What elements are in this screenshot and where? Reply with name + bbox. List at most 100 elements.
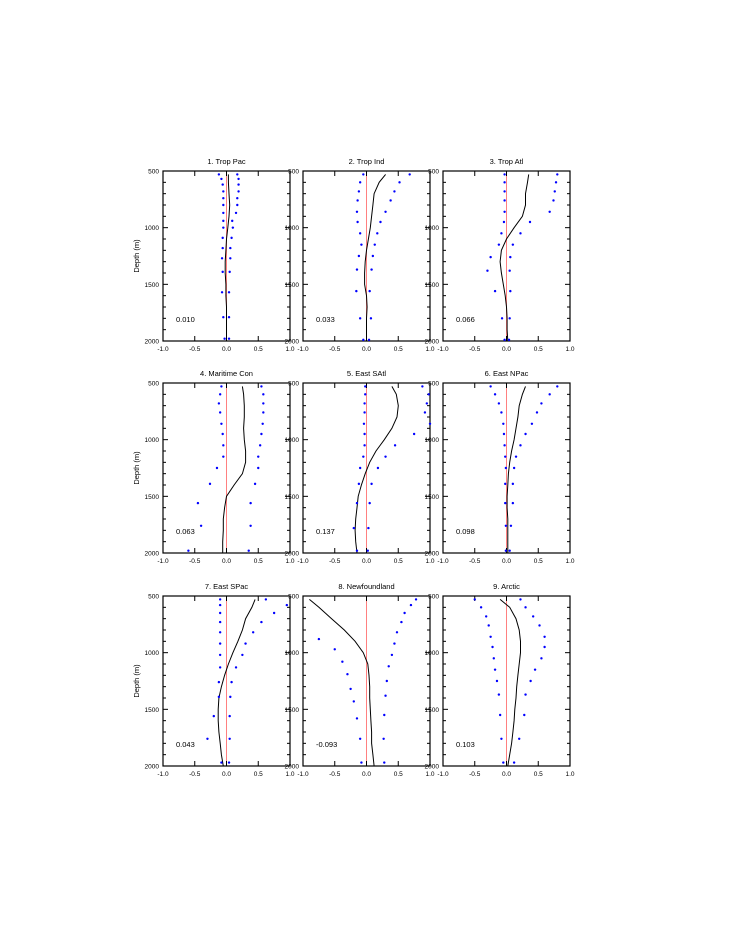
panel-annotation: 0.063: [176, 527, 195, 536]
upper-bound-point: [423, 411, 427, 414]
upper-bound-point: [379, 220, 382, 224]
upper-bound-point: [384, 455, 387, 458]
x-tick-label: -0.5: [189, 346, 201, 353]
lower-bound-point: [220, 422, 223, 425]
lower-bound-point: [355, 210, 359, 213]
upper-bound-point: [393, 190, 396, 193]
panel-title: 4. Maritime Con: [200, 369, 253, 378]
x-tick-label: -0.5: [329, 346, 341, 353]
x-tick-label: 0.5: [394, 558, 403, 565]
upper-bound-point: [556, 385, 559, 388]
lower-bound-point: [218, 411, 222, 414]
upper-bound-point: [425, 402, 429, 405]
x-tick-label: 0.0: [222, 558, 231, 565]
upper-bound-point: [227, 316, 231, 319]
panel-annotation: 0.033: [316, 315, 335, 324]
upper-bound-point: [376, 466, 380, 470]
upper-bound-point: [421, 385, 424, 388]
mean-profile-line: [222, 386, 247, 553]
upper-bound-point: [251, 631, 255, 634]
lower-bound-point: [218, 653, 222, 657]
x-tick-label: 0.5: [534, 558, 543, 565]
panel-annotation: 0.137: [316, 527, 335, 536]
upper-bound-point: [403, 611, 406, 615]
x-tick-label: 1.0: [285, 558, 294, 565]
lower-bound-point: [356, 199, 359, 202]
x-tick-label: -1.0: [437, 558, 449, 565]
lower-bound-point: [222, 211, 225, 215]
lower-bound-point: [357, 254, 361, 258]
panel-7: -1.0 -0.5 0.0 0.5 1.0 500 1000 1500 2000 7. East …: [132, 582, 295, 778]
lower-bound-point: [479, 606, 483, 609]
lower-bound-point: [346, 673, 349, 676]
lower-bound-point: [221, 183, 224, 186]
lower-bound-point: [218, 620, 222, 624]
lower-bound-point: [222, 226, 225, 229]
upper-bound-point: [400, 620, 403, 624]
x-tick-label: 0.0: [362, 346, 371, 353]
lower-bound-point: [222, 190, 225, 193]
y-tick-label: 1000: [425, 437, 440, 444]
lower-bound-point: [355, 501, 359, 505]
upper-bound-point: [395, 631, 399, 634]
upper-bound-point: [257, 455, 260, 458]
mean-profile-line: [364, 174, 386, 341]
upper-bound-point: [390, 653, 394, 657]
x-tick-label: 0.5: [534, 346, 543, 353]
lower-bound-point: [489, 255, 492, 259]
upper-bound-point: [237, 183, 240, 186]
upper-bound-point: [509, 289, 512, 293]
panel-title: 8. Newfoundland: [338, 582, 394, 591]
upper-bound-point: [508, 549, 511, 552]
y-tick-label: 500: [428, 381, 439, 388]
lower-bound-point: [341, 660, 344, 663]
upper-bound-point: [511, 501, 515, 505]
lower-bound-point: [503, 444, 506, 447]
upper-bound-point: [523, 713, 526, 717]
lower-bound-point: [222, 455, 225, 458]
x-tick-label: 1.0: [565, 346, 574, 353]
upper-bound-point: [229, 246, 232, 250]
lower-bound-point: [503, 199, 506, 202]
y-tick-label: 500: [288, 169, 299, 176]
upper-bound-point: [234, 211, 238, 215]
y-tick-label: 2000: [425, 339, 440, 346]
y-axis-label: Depth (m): [132, 239, 141, 273]
y-tick-label: 2000: [285, 764, 300, 771]
upper-bound-point: [230, 236, 233, 240]
lower-bound-point: [360, 243, 363, 246]
lower-bound-point: [500, 737, 503, 740]
lower-bound-point: [355, 549, 359, 552]
upper-bound-point: [535, 411, 539, 414]
x-tick-label: -0.5: [469, 346, 481, 353]
x-tick-label: -1.0: [297, 771, 309, 778]
upper-bound-point: [398, 181, 401, 184]
upper-bound-point: [511, 243, 515, 246]
y-tick-label: 500: [428, 594, 439, 601]
lower-bound-point: [218, 598, 222, 601]
panel-title: 3. Trop Atl: [490, 157, 524, 166]
lower-bound-point: [504, 466, 508, 470]
y-tick-label: 2000: [145, 551, 160, 558]
lower-bound-point: [503, 210, 506, 213]
x-tick-label: -0.5: [189, 771, 201, 778]
lower-bound-point: [504, 482, 507, 486]
upper-bound-point: [228, 737, 231, 740]
panel-2: -1.0 -0.5 0.0 0.5 1.0 500 1000 1500 2000 2. Trop …: [285, 157, 435, 353]
upper-bound-point: [529, 679, 532, 683]
lower-bound-point: [352, 526, 355, 530]
y-axis-label: Depth (m): [132, 664, 141, 698]
upper-bound-point: [518, 737, 521, 740]
panel-title: 7. East SPac: [205, 582, 249, 591]
upper-bound-point: [367, 338, 371, 342]
x-tick-label: 0.5: [394, 771, 403, 778]
upper-bound-point: [258, 444, 262, 447]
upper-bound-point: [260, 432, 263, 436]
upper-bound-point: [553, 190, 556, 193]
upper-bound-point: [231, 226, 235, 229]
upper-bound-point: [524, 693, 527, 696]
upper-bound-point: [249, 524, 252, 527]
lower-bound-point: [221, 270, 224, 274]
upper-bound-point: [511, 482, 515, 486]
lower-bound-point: [484, 615, 488, 618]
